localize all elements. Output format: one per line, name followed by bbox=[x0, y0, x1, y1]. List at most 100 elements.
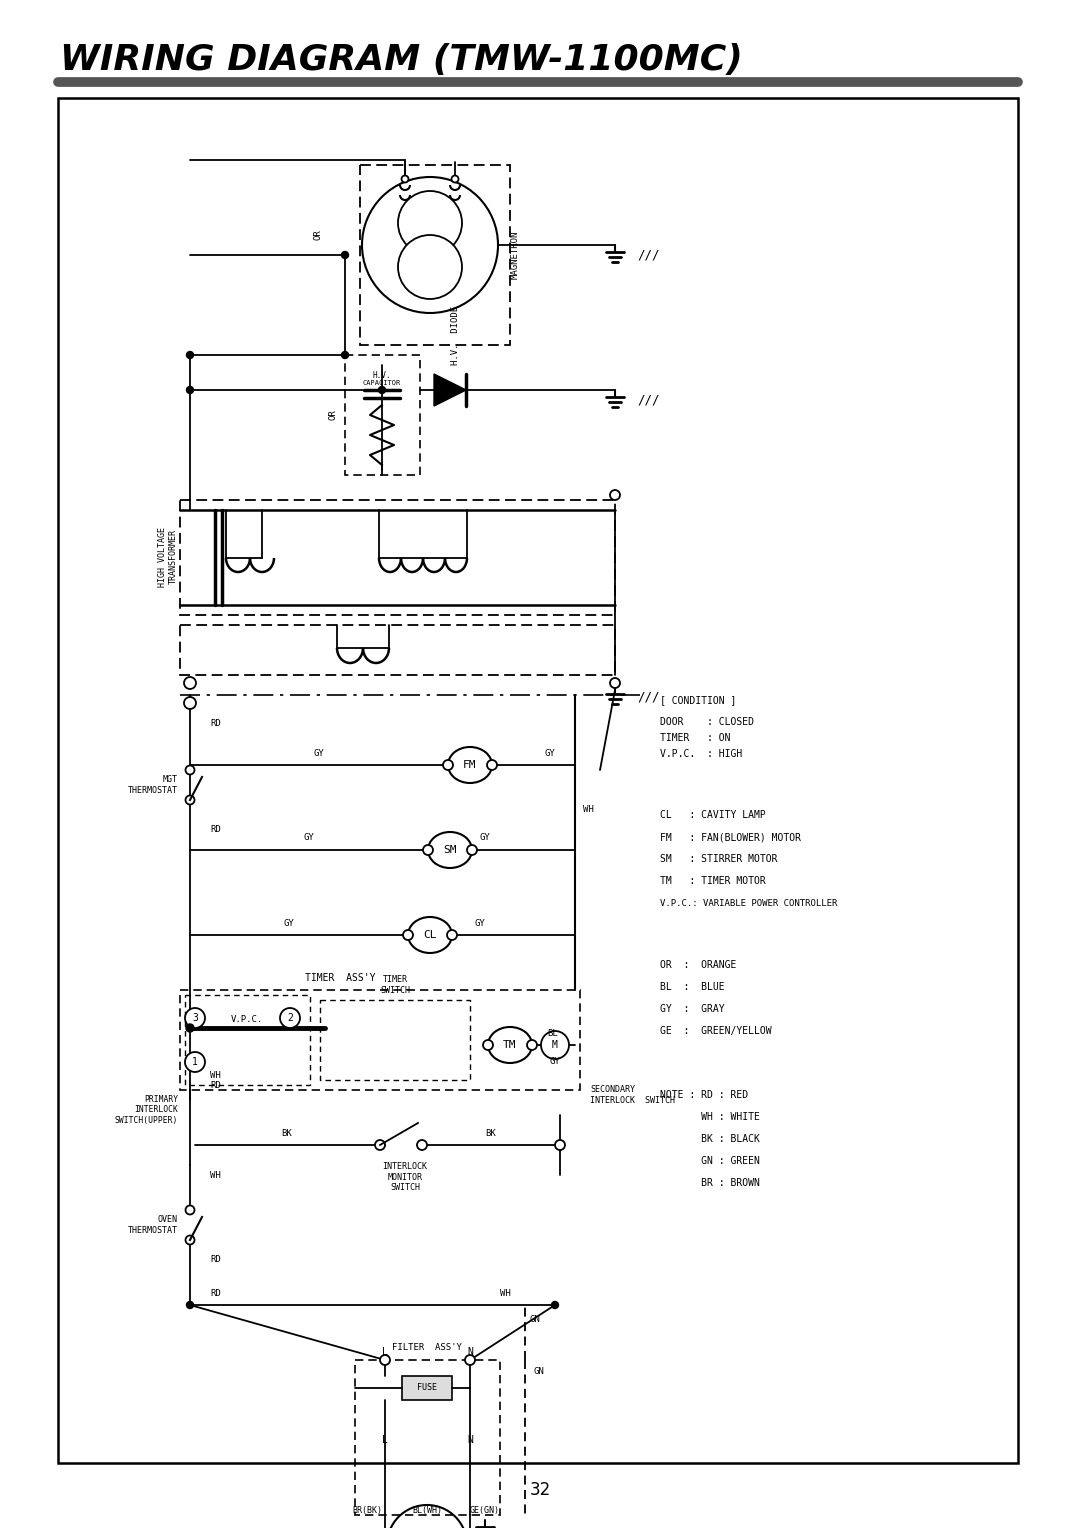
Text: GN: GN bbox=[530, 1316, 541, 1325]
Circle shape bbox=[610, 678, 620, 688]
Circle shape bbox=[184, 677, 195, 689]
Text: FUSE: FUSE bbox=[417, 1383, 437, 1392]
Circle shape bbox=[417, 1140, 427, 1151]
Text: OR  :  ORANGE: OR : ORANGE bbox=[660, 960, 737, 970]
Circle shape bbox=[186, 796, 194, 805]
Ellipse shape bbox=[408, 917, 453, 953]
Circle shape bbox=[187, 387, 193, 394]
Text: BR(BK): BR(BK) bbox=[352, 1505, 382, 1514]
Circle shape bbox=[467, 845, 477, 856]
Text: N: N bbox=[467, 1348, 473, 1357]
Circle shape bbox=[187, 1302, 193, 1308]
Bar bbox=[58, 98, 1018, 1462]
Circle shape bbox=[552, 1302, 558, 1308]
Text: GN: GN bbox=[534, 1368, 543, 1377]
Circle shape bbox=[186, 1236, 194, 1244]
Circle shape bbox=[451, 176, 459, 182]
Text: TM   : TIMER MOTOR: TM : TIMER MOTOR bbox=[660, 876, 766, 886]
Bar bbox=[402, 1377, 453, 1400]
Text: BL  :  BLUE: BL : BLUE bbox=[660, 983, 725, 992]
Text: ///: /// bbox=[637, 691, 660, 703]
Circle shape bbox=[280, 1008, 300, 1028]
Text: PRIMARY
INTERLOCK
SWITCH(UPPER): PRIMARY INTERLOCK SWITCH(UPPER) bbox=[114, 1096, 178, 1125]
Circle shape bbox=[375, 1140, 384, 1151]
Circle shape bbox=[186, 1206, 194, 1215]
Text: WH : WHITE: WH : WHITE bbox=[660, 1112, 760, 1122]
Text: TIMER
SWITCH: TIMER SWITCH bbox=[380, 975, 410, 995]
Circle shape bbox=[378, 387, 386, 394]
Circle shape bbox=[399, 235, 462, 299]
Circle shape bbox=[527, 1041, 537, 1050]
Circle shape bbox=[555, 1140, 565, 1151]
Text: MGT
THERMOSTAT: MGT THERMOSTAT bbox=[129, 775, 178, 795]
Polygon shape bbox=[434, 374, 465, 406]
Circle shape bbox=[185, 1008, 205, 1028]
Text: RD: RD bbox=[210, 1256, 220, 1265]
Text: GY: GY bbox=[313, 749, 324, 758]
Circle shape bbox=[341, 252, 349, 258]
Text: 3: 3 bbox=[192, 1013, 198, 1024]
Text: MAGNETRON: MAGNETRON bbox=[511, 231, 519, 280]
Text: GY  :  GRAY: GY : GRAY bbox=[660, 1004, 725, 1015]
Circle shape bbox=[610, 490, 620, 500]
Ellipse shape bbox=[488, 1027, 532, 1063]
Text: CAPACITOR: CAPACITOR bbox=[363, 380, 401, 387]
Text: SECONDARY
INTERLOCK  SWITCH: SECONDARY INTERLOCK SWITCH bbox=[590, 1085, 675, 1105]
Text: V.P.C.: VARIABLE POWER CONTROLLER: V.P.C.: VARIABLE POWER CONTROLLER bbox=[660, 898, 837, 908]
Text: L: L bbox=[382, 1435, 388, 1445]
Text: CL   : CAVITY LAMP: CL : CAVITY LAMP bbox=[660, 810, 766, 821]
Text: DOOR    : CLOSED: DOOR : CLOSED bbox=[660, 717, 754, 727]
Text: WH: WH bbox=[583, 805, 594, 814]
Text: BK: BK bbox=[282, 1129, 293, 1137]
Circle shape bbox=[186, 766, 194, 775]
Text: BL(WH): BL(WH) bbox=[411, 1505, 442, 1514]
Text: ///: /// bbox=[637, 394, 660, 406]
Text: GY: GY bbox=[550, 1057, 561, 1067]
Bar bbox=[360, 165, 510, 345]
Circle shape bbox=[185, 678, 195, 688]
Text: GY: GY bbox=[284, 918, 295, 927]
Ellipse shape bbox=[428, 833, 472, 868]
Text: GY: GY bbox=[480, 833, 490, 842]
Text: HIGH VOLTAGE
TRANSFORMER: HIGH VOLTAGE TRANSFORMER bbox=[159, 527, 178, 587]
Text: GY: GY bbox=[474, 918, 485, 927]
Bar bbox=[185, 995, 310, 1085]
Text: BL: BL bbox=[548, 1028, 558, 1038]
Text: 32: 32 bbox=[529, 1481, 551, 1499]
Text: ///: /// bbox=[637, 249, 660, 261]
Circle shape bbox=[185, 1051, 205, 1073]
Text: WIRING DIAGRAM (TMW-1100MC): WIRING DIAGRAM (TMW-1100MC) bbox=[60, 43, 743, 76]
Text: [ CONDITION ]: [ CONDITION ] bbox=[660, 695, 737, 704]
Circle shape bbox=[341, 351, 349, 359]
Text: GY: GY bbox=[544, 749, 555, 758]
Circle shape bbox=[380, 1355, 390, 1365]
Text: BR : BROWN: BR : BROWN bbox=[660, 1178, 760, 1187]
Text: 2: 2 bbox=[287, 1013, 293, 1024]
Circle shape bbox=[465, 1355, 475, 1365]
Text: TM: TM bbox=[503, 1041, 516, 1050]
Text: FM   : FAN(BLOWER) MOTOR: FM : FAN(BLOWER) MOTOR bbox=[660, 833, 801, 842]
Text: INTERLOCK
MONITOR
SWITCH: INTERLOCK MONITOR SWITCH bbox=[382, 1163, 428, 1192]
Circle shape bbox=[443, 759, 453, 770]
Bar bbox=[180, 500, 615, 614]
Text: FM: FM bbox=[463, 759, 476, 770]
Text: L: L bbox=[382, 1348, 388, 1357]
Text: V.P.C.: V.P.C. bbox=[231, 1016, 264, 1024]
Text: NOTE : RD : RED: NOTE : RD : RED bbox=[660, 1089, 748, 1100]
Circle shape bbox=[447, 931, 457, 940]
Text: BK : BLACK: BK : BLACK bbox=[660, 1134, 760, 1144]
Text: WH: WH bbox=[210, 1170, 220, 1180]
Circle shape bbox=[399, 191, 462, 255]
Text: M: M bbox=[552, 1041, 558, 1050]
Circle shape bbox=[423, 845, 433, 856]
Text: GN : GREEN: GN : GREEN bbox=[660, 1157, 760, 1166]
Text: TIMER  ASS'Y: TIMER ASS'Y bbox=[305, 973, 375, 983]
Text: V.P.C.  : HIGH: V.P.C. : HIGH bbox=[660, 749, 742, 759]
Text: RD: RD bbox=[210, 718, 220, 727]
Bar bbox=[320, 999, 470, 1080]
Text: FILTER  ASS'Y: FILTER ASS'Y bbox=[392, 1343, 462, 1352]
Text: RD: RD bbox=[210, 1080, 220, 1089]
Text: WH: WH bbox=[500, 1288, 511, 1297]
Text: WH: WH bbox=[210, 1071, 220, 1079]
Text: SM   : STIRRER MOTOR: SM : STIRRER MOTOR bbox=[660, 854, 778, 863]
